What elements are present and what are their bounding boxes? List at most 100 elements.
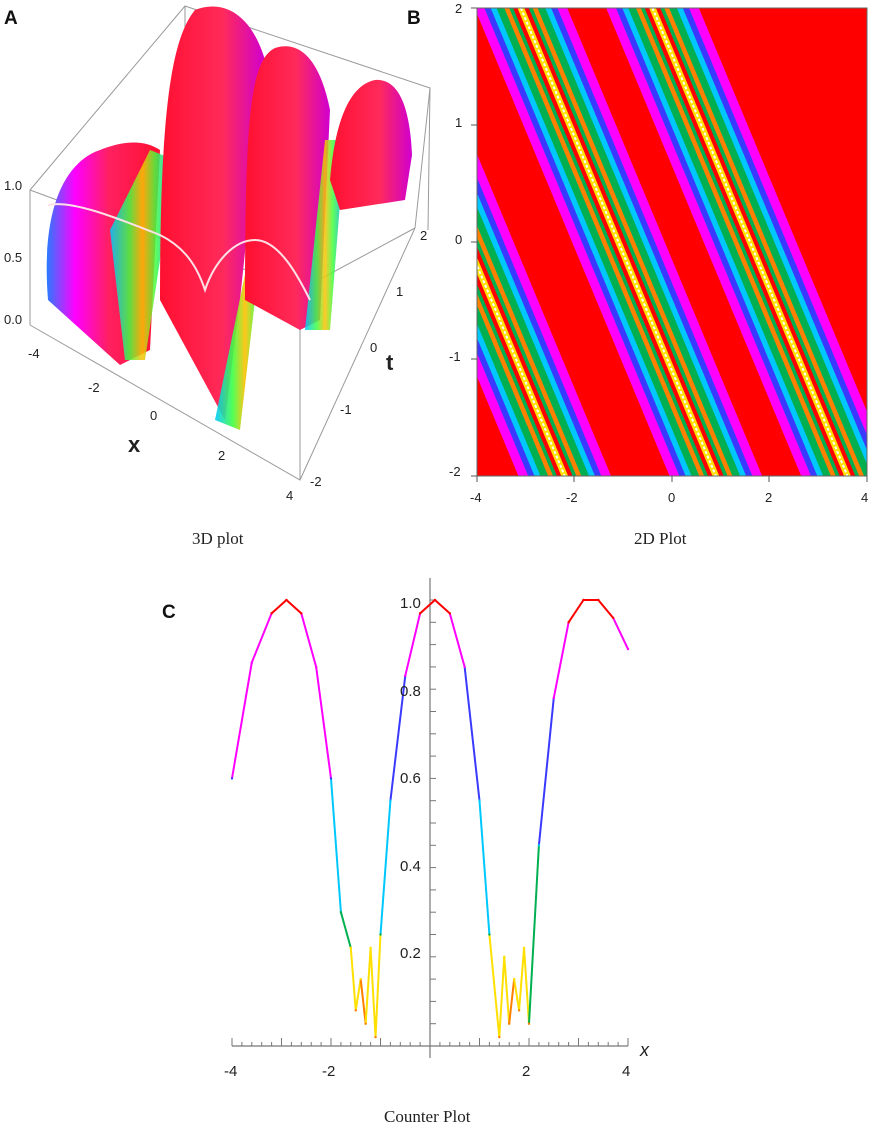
curve-point-14 <box>379 933 382 936</box>
b-x-tick-1: -4 <box>470 490 482 505</box>
c-y-tick-4: 0.4 <box>400 858 421 875</box>
x-tick-3: 0 <box>150 408 157 423</box>
band-0-layer-6 <box>477 246 573 476</box>
curve-point-36 <box>626 647 630 651</box>
curve-point-34 <box>597 598 600 602</box>
c-y-tick-5: 0.2 <box>400 945 421 962</box>
c-x-tick-4: 4 <box>622 1063 630 1080</box>
z-tick-2: 0.5 <box>4 250 22 265</box>
curve-point-10 <box>359 977 362 981</box>
curve-segment-9 <box>354 978 362 1012</box>
curve-segment-19 <box>448 612 466 668</box>
x-tick-2: -2 <box>88 380 100 395</box>
b-y-tick-5: -2 <box>449 464 461 479</box>
curve-point-9 <box>354 1009 357 1012</box>
t-tick-1: 2 <box>420 228 427 243</box>
curve-segment-17 <box>419 599 436 615</box>
curve-point-32 <box>567 621 570 624</box>
x-tick-1: -4 <box>28 346 40 361</box>
panel-c-y-ticks: 1.0 0.8 0.6 0.4 0.2 <box>400 595 421 962</box>
b-y-tick-2: 1 <box>455 115 462 130</box>
curve-point-3 <box>285 598 288 602</box>
curve-segment-5 <box>315 665 332 780</box>
x-tick-5: 4 <box>286 488 293 503</box>
b-y-tick-4: -1 <box>449 349 461 364</box>
b-x-tick-4: 2 <box>765 490 772 505</box>
curve-segment-31 <box>552 621 570 700</box>
curve-point-16 <box>404 674 407 678</box>
curve-segment-21 <box>478 799 491 936</box>
curve-segment-0 <box>231 661 253 780</box>
curve-point-26 <box>512 977 516 981</box>
c-y-tick-3: 0.6 <box>400 770 421 787</box>
curve-segment-24 <box>503 955 511 1025</box>
band-0-layer-3 <box>477 206 590 476</box>
curve-segment-28 <box>523 946 530 1025</box>
curve-segment-14 <box>379 799 392 936</box>
panel-a-x-label: x <box>128 432 141 457</box>
curve-segment-23 <box>498 955 506 1039</box>
curve-point-7 <box>339 911 343 914</box>
curve-point-33 <box>582 598 585 602</box>
band-0-center <box>477 262 566 476</box>
curve-point-35 <box>611 616 615 620</box>
curve-point-4 <box>300 612 303 615</box>
band-0-layer-4 <box>477 225 582 476</box>
curve-segment-34 <box>597 599 615 619</box>
curve-point-25 <box>508 1022 511 1025</box>
curve-point-6 <box>329 777 333 780</box>
c-x-tick-3: 2 <box>522 1063 530 1080</box>
curve-segment-7 <box>339 911 352 949</box>
c-x-tick-2: -2 <box>322 1063 335 1080</box>
curve-segment-26 <box>513 978 521 1012</box>
panel-c-x-ticks: -4 -2 2 4 <box>224 1063 630 1080</box>
lobe-2 <box>160 6 265 420</box>
curve-segment-30 <box>537 697 555 847</box>
panel-a-t-ticks: 2 1 0 -1 -2 <box>310 228 427 489</box>
z-tick-1: 1.0 <box>4 178 22 193</box>
curve-point-20 <box>463 665 466 669</box>
panel-c-x-label: x <box>639 1040 650 1060</box>
t-tick-2: 1 <box>396 284 403 299</box>
curve-point-31 <box>552 696 555 700</box>
curve-point-12 <box>369 946 372 950</box>
panel-a-letter: A <box>4 8 18 29</box>
band-0-layer-2 <box>477 192 595 476</box>
curve-point-28 <box>522 946 526 950</box>
curve-point-19 <box>448 612 451 615</box>
curve-segment-22 <box>488 933 501 1039</box>
panel-c-minor-ticks <box>231 599 629 1046</box>
curve-point-17 <box>418 612 422 615</box>
valley-1 <box>110 150 175 360</box>
curve-point-30 <box>537 844 541 847</box>
c-y-tick-1: 1.0 <box>400 595 421 612</box>
curve-segment-16 <box>404 612 422 677</box>
curve-point-27 <box>517 1009 521 1012</box>
band-1-layer-7 <box>517 8 720 476</box>
band-2-center <box>651 8 849 476</box>
c-y-tick-2: 0.8 <box>400 683 421 700</box>
t-tick-5: -2 <box>310 474 322 489</box>
curve-segment-2 <box>270 599 288 615</box>
panel-c-letter: C <box>162 602 176 623</box>
curve-point-1 <box>250 661 253 664</box>
curve-point-11 <box>364 1022 367 1025</box>
curve-segment-35 <box>612 616 629 651</box>
curve-segment-32 <box>567 599 585 624</box>
panel-a-z-ticks: 1.0 0.5 0.0 <box>4 178 22 327</box>
panel-b-x-ticks: -4 -2 0 2 4 <box>470 490 868 505</box>
b-x-tick-2: -2 <box>566 490 578 505</box>
curve-segment-4 <box>300 612 318 668</box>
panel-c-curve <box>230 598 630 1039</box>
b-x-tick-3: 0 <box>668 490 675 505</box>
c-x-tick-1: -4 <box>224 1063 237 1080</box>
lobe-4 <box>330 79 412 210</box>
panel-b-y-ticks: 2 1 0 -1 -2 <box>449 1 462 479</box>
curve-segment-12 <box>369 946 377 1039</box>
curve-point-2 <box>270 612 273 615</box>
panel-a-caption: 3D plot <box>192 529 244 548</box>
curve-segment-29 <box>528 844 540 1025</box>
z-tick-3: 0.0 <box>4 312 22 327</box>
curve-point-22 <box>488 933 491 936</box>
